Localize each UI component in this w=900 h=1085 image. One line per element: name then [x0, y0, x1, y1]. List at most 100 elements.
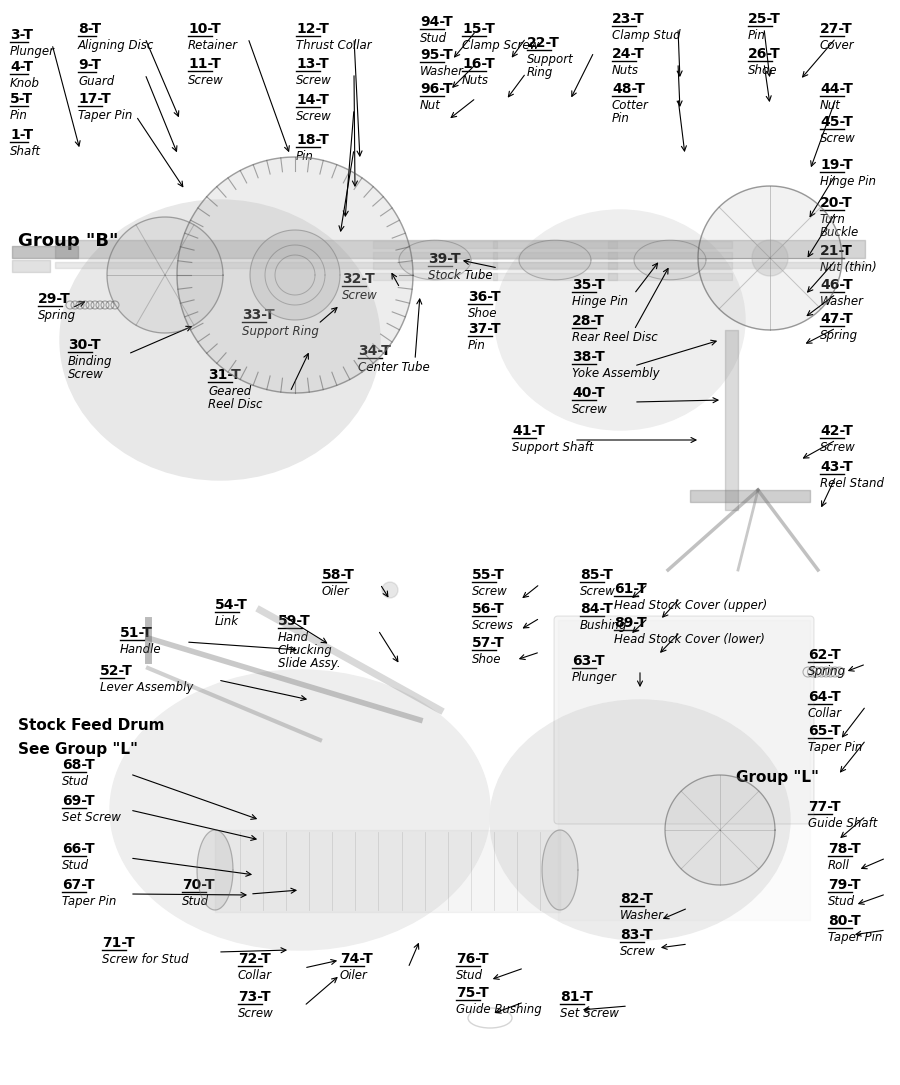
Text: 95-T: 95-T [420, 48, 453, 62]
Text: Screw: Screw [296, 74, 332, 87]
Text: Stud: Stud [62, 776, 89, 789]
Text: Hinge Pin: Hinge Pin [572, 295, 628, 308]
Text: Lever Assembly: Lever Assembly [100, 681, 194, 694]
Text: 80-T: 80-T [828, 914, 860, 928]
Text: 3-T: 3-T [10, 28, 33, 42]
Text: Cover: Cover [820, 39, 855, 52]
Text: 44-T: 44-T [820, 82, 853, 95]
Text: Reel Disc: Reel Disc [208, 398, 263, 411]
Text: 52-T: 52-T [100, 664, 133, 678]
Text: 69-T: 69-T [62, 794, 94, 808]
Text: 83-T: 83-T [620, 928, 652, 942]
Text: 41-T: 41-T [512, 424, 544, 438]
Text: Hand: Hand [278, 631, 309, 644]
Text: Guide Bushing: Guide Bushing [456, 1004, 542, 1017]
Text: 79-T: 79-T [828, 878, 860, 892]
Text: Screw for Stud: Screw for Stud [102, 954, 189, 967]
Text: 17-T: 17-T [78, 92, 111, 106]
Text: Oiler: Oiler [340, 969, 368, 982]
Text: 11-T: 11-T [188, 58, 220, 71]
Text: Collar: Collar [238, 969, 272, 982]
Text: 96-T: 96-T [420, 82, 453, 95]
Text: 9-T: 9-T [78, 58, 101, 72]
Text: Rear Reel Disc: Rear Reel Disc [572, 331, 658, 344]
Text: 71-T: 71-T [102, 936, 135, 950]
Text: Pin: Pin [468, 340, 486, 353]
Text: 27-T: 27-T [820, 22, 853, 36]
Text: Screw: Screw [472, 585, 508, 598]
Text: Screw: Screw [68, 368, 104, 381]
Text: 70-T: 70-T [182, 878, 214, 892]
Text: Pin: Pin [296, 151, 314, 164]
Text: 32-T: 32-T [342, 272, 374, 286]
Text: 24-T: 24-T [612, 47, 645, 61]
Text: 75-T: 75-T [456, 986, 489, 1000]
Text: Nut (thin): Nut (thin) [820, 261, 877, 275]
Text: Nuts: Nuts [462, 74, 489, 87]
Text: Stud: Stud [456, 969, 483, 982]
Text: 4-T: 4-T [10, 60, 33, 74]
Text: 23-T: 23-T [612, 12, 644, 26]
Text: 54-T: 54-T [215, 598, 248, 612]
Text: 46-T: 46-T [820, 278, 853, 292]
Text: 13-T: 13-T [296, 58, 328, 71]
Text: Plunger: Plunger [10, 46, 55, 59]
Polygon shape [752, 240, 788, 276]
Text: Pin: Pin [10, 110, 28, 123]
Ellipse shape [197, 830, 233, 910]
Text: 35-T: 35-T [572, 278, 605, 292]
Text: 38-T: 38-T [572, 350, 605, 363]
Text: 76-T: 76-T [456, 952, 489, 966]
Ellipse shape [399, 240, 471, 280]
Text: Hinge Pin: Hinge Pin [820, 176, 876, 189]
Text: Nuts: Nuts [612, 64, 639, 77]
Text: 77-T: 77-T [808, 800, 841, 814]
Text: Aligning Disc: Aligning Disc [78, 39, 155, 52]
Ellipse shape [542, 830, 578, 910]
Text: Guide Shaft: Guide Shaft [808, 817, 878, 830]
Ellipse shape [110, 671, 490, 950]
Text: Washer: Washer [420, 65, 464, 78]
Text: Yoke Assembly: Yoke Assembly [572, 368, 660, 381]
Text: Center Tube: Center Tube [358, 361, 430, 374]
Text: 29-T: 29-T [38, 292, 71, 306]
Text: Plunger: Plunger [572, 672, 617, 685]
Text: 82-T: 82-T [620, 892, 652, 906]
Text: 67-T: 67-T [62, 878, 94, 892]
Text: Screw: Screw [188, 74, 224, 87]
Text: Screw: Screw [580, 585, 616, 598]
Text: 58-T: 58-T [322, 569, 355, 582]
Text: Turn: Turn [820, 214, 846, 227]
Text: 51-T: 51-T [120, 626, 153, 640]
Text: Washer: Washer [820, 295, 864, 308]
Text: 25-T: 25-T [748, 12, 781, 26]
Text: Screw: Screw [296, 111, 332, 124]
Text: 45-T: 45-T [820, 115, 853, 129]
Text: 59-T: 59-T [278, 614, 310, 628]
Polygon shape [250, 230, 340, 320]
Text: 30-T: 30-T [68, 339, 101, 352]
Ellipse shape [634, 240, 706, 280]
Text: Screw: Screw [820, 442, 856, 455]
Text: 34-T: 34-T [358, 344, 391, 358]
Text: 74-T: 74-T [340, 952, 373, 966]
Text: Roll: Roll [828, 859, 850, 872]
Text: Washer: Washer [620, 909, 664, 922]
Text: Chucking: Chucking [278, 644, 333, 658]
Text: Nut: Nut [420, 100, 441, 113]
Text: 62-T: 62-T [808, 648, 841, 662]
Text: Oiler: Oiler [322, 585, 350, 598]
Text: 48-T: 48-T [612, 82, 645, 95]
Text: Taper Pin: Taper Pin [78, 110, 132, 123]
FancyBboxPatch shape [554, 616, 814, 824]
Text: Guard: Guard [78, 75, 114, 88]
Text: Stud: Stud [62, 859, 89, 872]
Text: 78-T: 78-T [828, 842, 860, 856]
Text: Pin: Pin [748, 29, 766, 42]
Text: 56-T: 56-T [472, 602, 505, 616]
Text: Reel Stand: Reel Stand [820, 477, 884, 490]
Text: Spring: Spring [38, 309, 76, 322]
Text: 37-T: 37-T [468, 322, 500, 336]
Text: Screw: Screw [342, 290, 378, 303]
Text: 84-T: 84-T [580, 602, 613, 616]
